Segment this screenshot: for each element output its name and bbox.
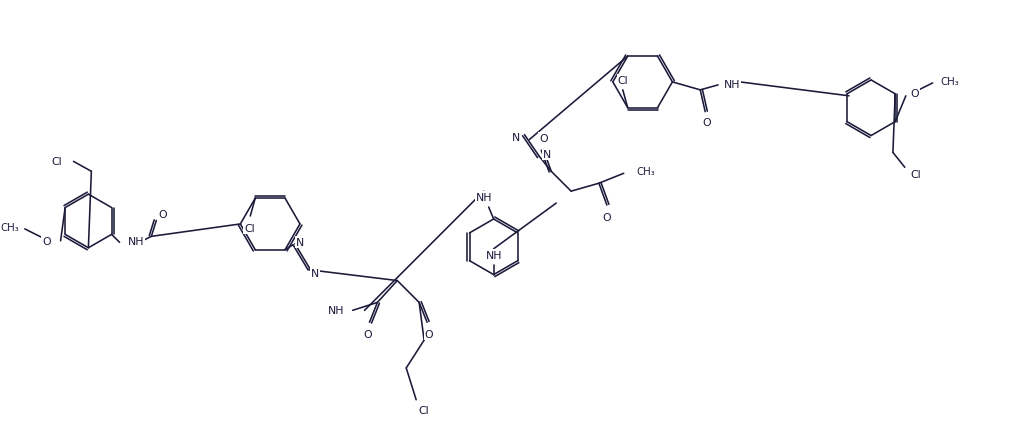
Text: O: O <box>158 210 167 220</box>
Text: Cl: Cl <box>617 76 628 86</box>
Text: N: N <box>543 150 552 160</box>
Text: O: O <box>911 89 920 98</box>
Text: NH: NH <box>475 193 492 203</box>
Text: Cl: Cl <box>911 170 921 180</box>
Text: CH₃: CH₃ <box>0 222 19 232</box>
Text: Cl: Cl <box>244 224 254 233</box>
Text: O: O <box>539 133 547 143</box>
Text: O: O <box>425 329 433 339</box>
Text: NH: NH <box>128 237 144 247</box>
Text: O: O <box>363 329 371 339</box>
Text: NH: NH <box>328 306 345 316</box>
Text: NH: NH <box>486 250 502 260</box>
Text: N: N <box>512 132 521 142</box>
Text: N: N <box>311 268 319 278</box>
Text: O: O <box>42 236 50 246</box>
Text: CH₃: CH₃ <box>637 167 655 177</box>
Text: Cl: Cl <box>51 157 62 167</box>
Text: NH: NH <box>724 80 741 90</box>
Text: Cl: Cl <box>418 405 429 415</box>
Text: O: O <box>603 212 611 222</box>
Text: CH₃: CH₃ <box>941 77 959 87</box>
Text: N: N <box>296 237 305 247</box>
Text: O: O <box>703 117 711 127</box>
